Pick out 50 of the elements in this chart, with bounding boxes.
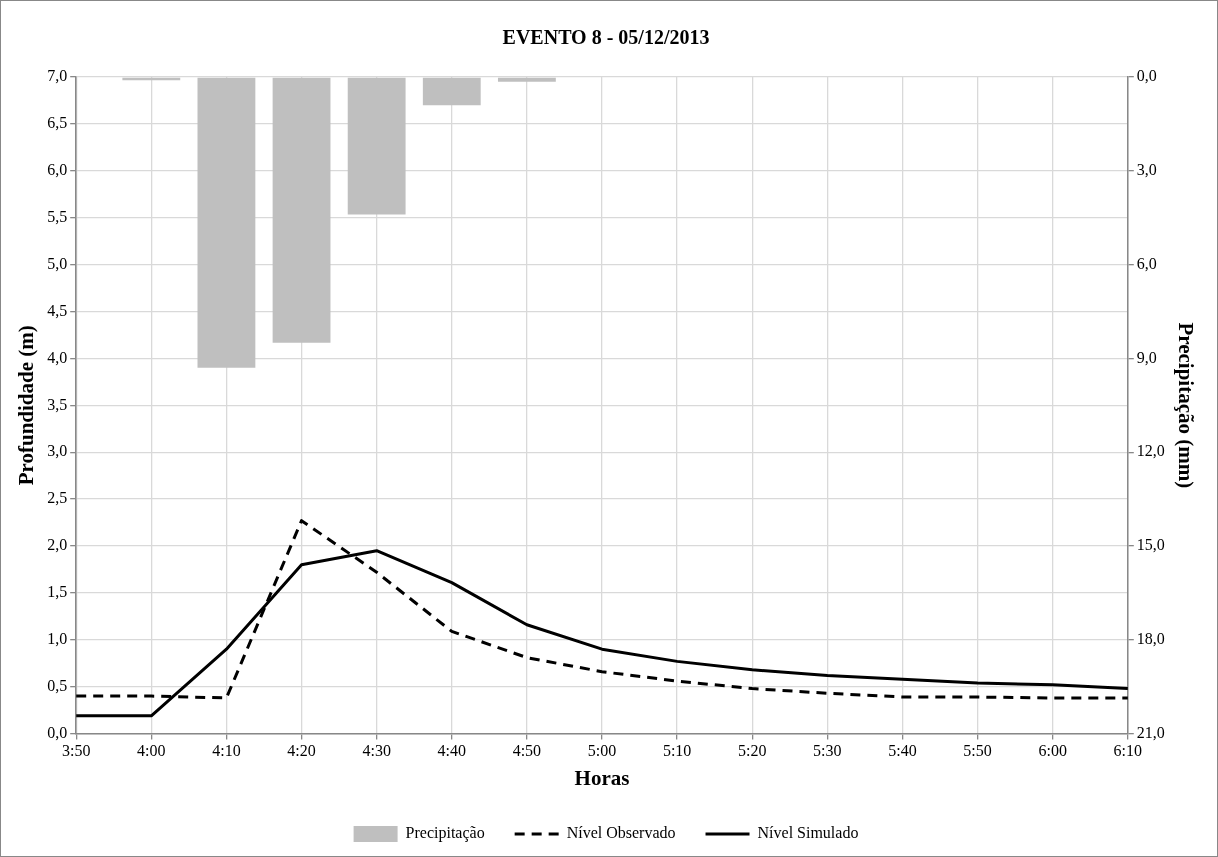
x-tick-label: 5:20 [738,742,767,760]
bar [272,77,331,343]
y2-tick-label: 21,0 [1136,723,1165,741]
x-tick-label: 4:10 [212,742,241,760]
x-tick-label: 5:50 [963,742,992,760]
legend-label: Nível Observado [566,824,676,842]
y-tick-label: 2,0 [47,536,68,554]
y2-tick-label: 3,0 [1136,161,1157,178]
y2-tick-label: 12,0 [1136,442,1165,460]
x-tick-label: 5:00 [587,742,617,760]
y-tick-label: 6,0 [47,161,68,178]
x-tick-label: 5:10 [662,742,692,760]
x-axis-title: Horas [574,765,630,790]
y-tick-label: 0,5 [47,676,68,694]
y-tick-label: 5,0 [47,254,68,272]
y-tick-label: 2,5 [47,489,68,507]
y-tick-label: 1,0 [47,630,68,647]
x-tick-label: 3:50 [61,742,91,760]
x-tick-label: 6:00 [1038,742,1067,760]
y-tick-label: 0,0 [47,723,68,741]
legend-label: Precipitação [405,824,485,843]
x-tick-label: 6:10 [1113,742,1143,760]
x-tick-label: 5:40 [888,742,917,760]
bar [497,77,556,82]
x-tick-label: 5:30 [813,742,842,760]
y2-tick-label: 0,0 [1136,67,1157,85]
y2-tick-label: 18,0 [1136,630,1165,647]
y-tick-label: 3,0 [47,442,68,460]
y-tick-label: 4,5 [47,301,68,319]
bar [422,77,481,106]
y-tick-label: 1,5 [47,583,68,601]
y2-axis-title: Precipitação (mm) [1173,322,1198,489]
bar [347,77,406,215]
y-tick-label: 6,5 [47,114,68,132]
chart-title: EVENTO 8 - 05/12/2013 [502,26,710,49]
legend-label: Nível Simulado [757,824,859,842]
x-tick-label: 4:40 [437,742,466,760]
y-tick-label: 4,0 [47,348,68,366]
bar [197,77,256,368]
y-tick-label: 7,0 [47,67,68,85]
x-tick-label: 4:30 [362,742,391,760]
y2-tick-label: 15,0 [1136,536,1165,554]
y2-tick-label: 6,0 [1136,254,1157,272]
x-tick-label: 4:00 [137,742,166,760]
y-axis-title: Profundidade (m) [14,325,39,486]
y-tick-label: 3,5 [47,395,68,413]
x-tick-label: 4:20 [287,742,316,760]
y-tick-label: 5,5 [47,207,68,225]
y2-tick-label: 9,0 [1136,348,1157,366]
x-tick-label: 4:50 [512,742,542,760]
